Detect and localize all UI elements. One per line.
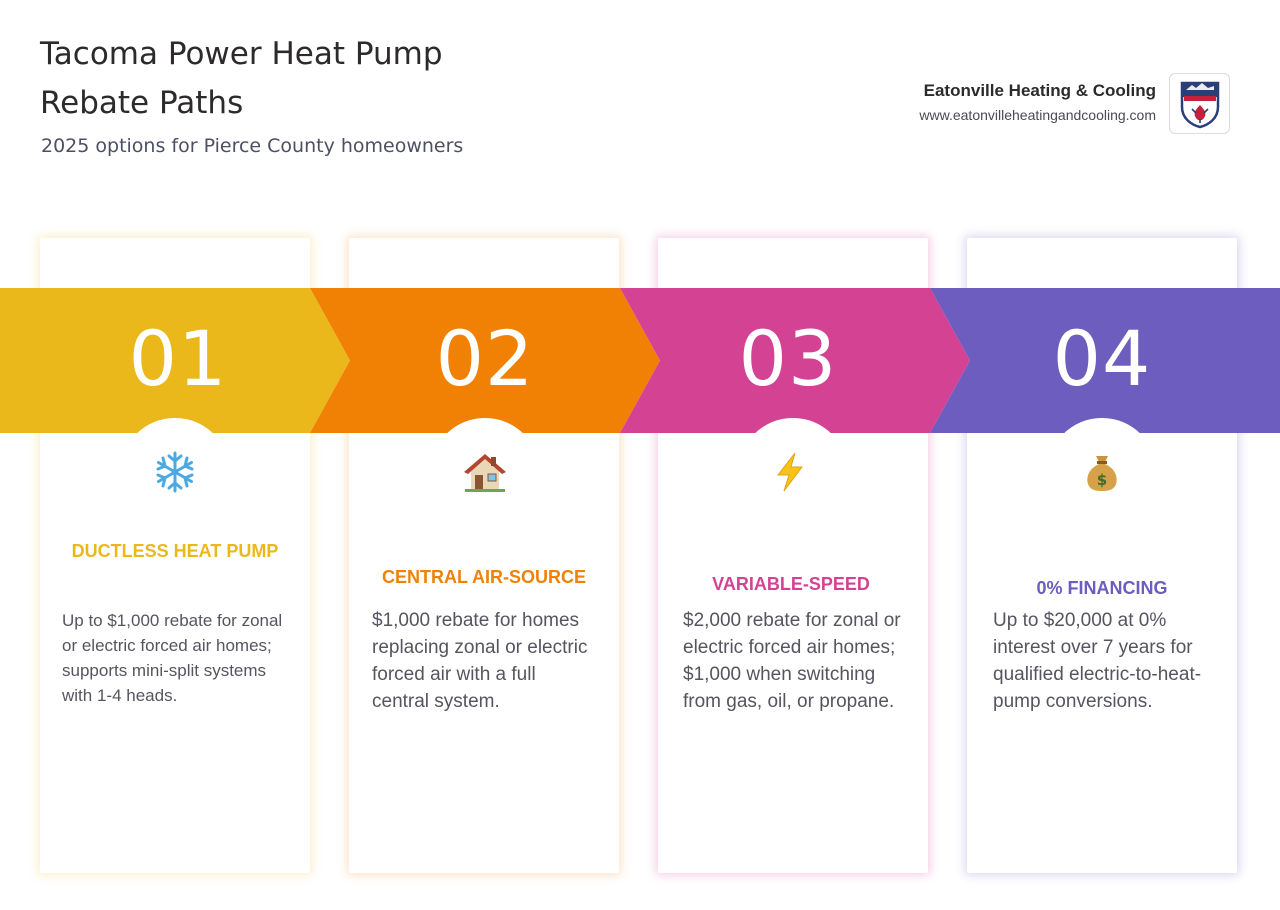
svg-text:$: $ <box>1097 471 1107 489</box>
step-description-4: Up to $20,000 at 0% interest over 7 year… <box>993 610 1202 712</box>
step-number-3: 03 <box>738 314 838 403</box>
brand-name: Eatonville Heating & Cooling <box>923 81 1156 100</box>
arrow-segment-4 <box>930 288 1280 433</box>
lightning-icon <box>760 450 820 505</box>
arrow-segment-1 <box>0 288 350 433</box>
arrow-segment-2 <box>310 288 660 433</box>
step-description-2: $1,000 rebate for homes replacing zonal … <box>372 610 588 712</box>
brand-url[interactable]: www.eatonvilleheatingandcooling.com <box>919 107 1156 123</box>
logo-shield-icon <box>1180 81 1219 128</box>
page-subtitle: 2025 options for Pierce County homeowner… <box>41 135 464 157</box>
step-number-1: 01 <box>128 314 228 403</box>
page-title: Tacoma Power Heat Pump Rebate Paths <box>40 36 443 121</box>
step-heading-3: VARIABLE-SPEED <box>712 574 870 594</box>
step-description-1: Up to $1,000 rebate for zonal or electri… <box>62 611 283 705</box>
money-bag-icon: $ <box>1072 450 1132 505</box>
snowflake-icon <box>145 450 205 505</box>
step-number-2: 02 <box>435 314 535 403</box>
arrow-segment-3 <box>620 288 970 433</box>
step-arrow-band <box>0 288 1280 433</box>
step-number-4: 04 <box>1052 314 1152 403</box>
step-heading-4: 0% FINANCING <box>1036 578 1168 598</box>
step-description-3: $2,000 rebate for zonal or electric forc… <box>683 610 901 712</box>
brand-block: Eatonville Heating & Cooling www.eatonvi… <box>919 80 1156 126</box>
step-heading-1: DUCTLESS HEAT PUMP <box>71 541 279 561</box>
step-heading-2: CENTRAL AIR-SOURCE <box>381 567 586 587</box>
house-icon <box>455 450 515 505</box>
brand-logo <box>1169 73 1230 134</box>
